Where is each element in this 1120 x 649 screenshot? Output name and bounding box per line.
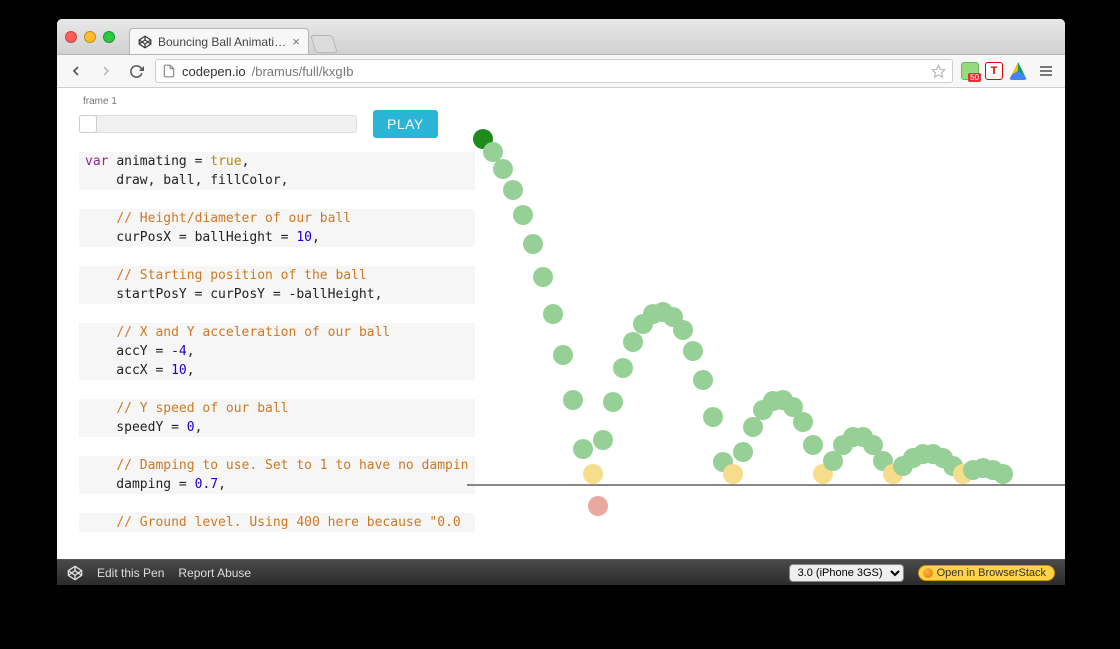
ball-frame: [723, 464, 743, 484]
ball-frame: [623, 332, 643, 352]
ball-frame: [553, 345, 573, 365]
url-host: codepen.io: [182, 64, 246, 79]
ball-frame: [673, 320, 693, 340]
ball-frame: [703, 407, 723, 427]
code-block: var animating = true, draw, ball, fillCo…: [79, 152, 475, 532]
ball-frame: [743, 417, 763, 437]
new-tab-button[interactable]: [310, 35, 338, 53]
codepen-logo-icon[interactable]: [67, 565, 83, 581]
code-line: // Y speed of our ball: [79, 399, 475, 418]
close-window-button[interactable]: [65, 31, 77, 43]
url-path: /bramus/full/kxgIb: [252, 64, 354, 79]
code-line: speedY = 0,: [79, 418, 475, 437]
codepen-favicon-icon: [138, 35, 152, 49]
ball-frame: [523, 234, 543, 254]
ball-frame: [603, 392, 623, 412]
code-line: [79, 380, 475, 399]
ball-frame: [503, 180, 523, 200]
ball-frame: [513, 205, 533, 225]
frame-label: frame 1: [83, 96, 475, 107]
tab-close-icon[interactable]: ×: [292, 34, 300, 49]
code-line: [79, 247, 475, 266]
browserstack-label: Open in BrowserStack: [937, 567, 1046, 579]
browser-window: Bouncing Ball Animation – × codepen.io/b…: [57, 19, 1065, 585]
extension-icon-2[interactable]: T: [985, 62, 1003, 80]
device-select[interactable]: 3.0 (iPhone 3GS): [789, 564, 904, 582]
extension-drive-icon[interactable]: [1009, 62, 1027, 80]
extension-icon-1[interactable]: [961, 62, 979, 80]
code-line: // Height/diameter of our ball: [79, 209, 475, 228]
ball-frame: [493, 159, 513, 179]
window-titlebar: Bouncing Ball Animation – ×: [57, 19, 1065, 55]
traffic-lights: [65, 31, 115, 43]
code-line: draw, ball, fillColor,: [79, 171, 475, 190]
menu-button[interactable]: [1035, 60, 1057, 82]
code-line: [79, 437, 475, 456]
code-line: [79, 494, 475, 513]
bookmark-star-icon[interactable]: [931, 64, 946, 79]
code-line: var animating = true,: [79, 152, 475, 171]
tab-title: Bouncing Ball Animation –: [158, 35, 286, 49]
code-line: accY = -4,: [79, 342, 475, 361]
forward-button[interactable]: [95, 60, 117, 82]
code-line: accX = 10,: [79, 361, 475, 380]
address-bar[interactable]: codepen.io/bramus/full/kxgIb: [155, 59, 953, 83]
browser-tab[interactable]: Bouncing Ball Animation – ×: [129, 28, 309, 54]
ground-line: [467, 484, 1065, 486]
reload-button[interactable]: [125, 60, 147, 82]
code-line: [79, 304, 475, 323]
code-line: // Ground level. Using 400 here because …: [79, 513, 475, 532]
code-line: startPosY = curPosY = -ballHeight,: [79, 285, 475, 304]
page-icon: [162, 64, 176, 78]
codepen-footer: Edit this Pen Report Abuse 3.0 (iPhone 3…: [57, 559, 1065, 585]
ball-frame: [543, 304, 563, 324]
browser-toolbar: codepen.io/bramus/full/kxgIb T: [57, 55, 1065, 88]
code-line: curPosX = ballHeight = 10,: [79, 228, 475, 247]
ball-frame: [588, 496, 608, 516]
browserstack-button[interactable]: Open in BrowserStack: [918, 565, 1055, 581]
ball-frame: [583, 464, 603, 484]
browserstack-icon: [923, 568, 933, 578]
frame-slider[interactable]: [79, 115, 357, 133]
code-line: damping = 0.7,: [79, 475, 475, 494]
ball-frame: [533, 267, 553, 287]
ball-frame: [793, 412, 813, 432]
ball-frame: [563, 390, 583, 410]
minimize-window-button[interactable]: [84, 31, 96, 43]
code-line: // X and Y acceleration of our ball: [79, 323, 475, 342]
ball-frame: [613, 358, 633, 378]
animation-canvas: [467, 134, 1065, 554]
play-button[interactable]: PLAY: [373, 110, 438, 138]
page-content: frame 1 PLAY var animating = true, draw,…: [57, 88, 1065, 559]
report-abuse-link[interactable]: Report Abuse: [178, 566, 251, 580]
ball-frame: [683, 341, 703, 361]
ball-frame: [573, 439, 593, 459]
left-column: frame 1 PLAY var animating = true, draw,…: [79, 96, 475, 532]
zoom-window-button[interactable]: [103, 31, 115, 43]
code-line: [79, 190, 475, 209]
slider-thumb[interactable]: [79, 115, 97, 133]
edit-pen-link[interactable]: Edit this Pen: [97, 566, 164, 580]
code-line: // Damping to use. Set to 1 to have no d…: [79, 456, 475, 475]
ball-frame: [993, 464, 1013, 484]
ball-frame: [733, 442, 753, 462]
ball-frame: [803, 435, 823, 455]
code-line: // Starting position of the ball: [79, 266, 475, 285]
back-button[interactable]: [65, 60, 87, 82]
ball-frame: [593, 430, 613, 450]
extension-icons: T: [961, 62, 1027, 80]
ball-frame: [693, 370, 713, 390]
